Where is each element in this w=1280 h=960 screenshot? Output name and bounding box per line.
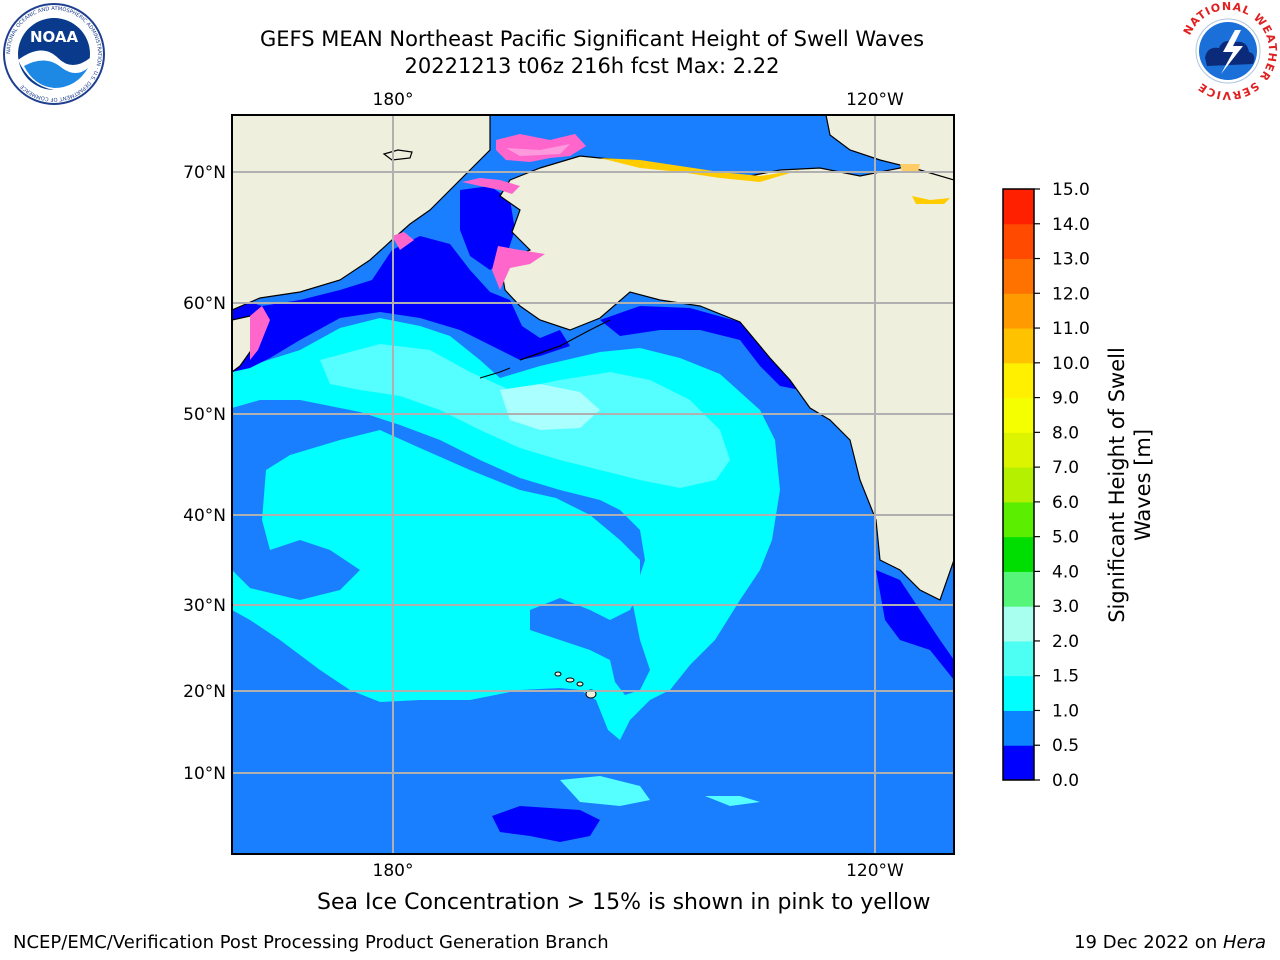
map-canvas [232, 115, 954, 854]
footer-credit: NCEP/EMC/Verification Post Processing Pr… [13, 932, 609, 953]
swell-band-pale-cyan [500, 384, 600, 430]
colorbar-bin [1003, 745, 1034, 781]
footer-date: 19 Dec 2022 on Hera [1074, 932, 1266, 953]
colorbar-bin [1003, 467, 1034, 503]
colorbar-bin [1003, 571, 1034, 607]
swell-patch-south-2 [705, 796, 760, 806]
sea-ice-overlay [250, 134, 950, 360]
colorbar-tick-label: 15.0 [1052, 180, 1090, 200]
lat-label-70n: 70°N [183, 163, 226, 183]
colorbar-tick-label: 6.0 [1052, 493, 1079, 513]
lon-label-top-120w: 120°W [846, 90, 904, 110]
map-frame [231, 114, 955, 855]
footer-date-text: 19 Dec 2022 on [1074, 932, 1223, 953]
colorbar-bin [1003, 536, 1034, 572]
colorbar-label-line2: Waves [m] [1131, 428, 1155, 542]
colorbar-tick-label: 3.0 [1052, 597, 1079, 617]
colorbar-tick-label: 11.0 [1052, 319, 1090, 339]
low-swell-baja [876, 570, 954, 680]
noaa-logo-text: NOAA [30, 28, 79, 46]
low-swell-tropics [492, 806, 600, 842]
sea-ice-note: Sea Ice Concentration > 15% is shown in … [317, 890, 931, 915]
land-canadian-arctic [825, 115, 954, 181]
colorbar-tick-label: 2.0 [1052, 632, 1079, 652]
graticule [232, 115, 954, 854]
chart-subtitle: 20221213 t06z 216h fcst Max: 2.22 [404, 54, 780, 78]
land-wrangel-island [382, 149, 413, 161]
land-asia [232, 115, 491, 311]
colorbar-tick-label: 7.0 [1052, 458, 1079, 478]
lat-label-30n: 30°N [183, 596, 226, 616]
nws-logo: NATIONAL WEATHER SERVICE [1179, 0, 1278, 102]
colorbar-tick-label: 1.0 [1052, 701, 1079, 721]
low-swell-gulf-alaska [600, 306, 800, 390]
land-alaska-peninsula [519, 319, 611, 361]
colorbar-bin [1003, 432, 1034, 468]
colorbar-bin [1003, 501, 1034, 538]
colorbar-bin [1003, 640, 1034, 677]
colorbar-bin [1003, 710, 1034, 746]
colorbar-bin [1003, 362, 1034, 399]
colorbar-tick-label: 4.0 [1052, 562, 1079, 582]
colorbar-tick-label: 0.0 [1052, 771, 1079, 791]
colorbar-tick-label: 5.0 [1052, 528, 1079, 548]
lon-label-top-180: 180° [373, 90, 414, 110]
colorbar-tick-label: 10.0 [1052, 354, 1090, 374]
colorbar-bin [1003, 606, 1034, 642]
land-aleutians [479, 367, 511, 379]
colorbar-frame [1002, 188, 1035, 781]
colorbar-tick-label: 1.5 [1052, 667, 1079, 687]
swell-patch-south-1 [560, 776, 650, 806]
lat-label-10n: 10°N [183, 764, 226, 784]
colorbar-bin [1003, 293, 1034, 329]
lat-label-40n: 40°N [183, 506, 226, 526]
colorbar-ticks: 15.0 14.0 13.0 12.0 11.0 10.0 9.0 8.0 7.0 6.0 5.0 4… [1034, 180, 1090, 791]
lat-label-50n: 50°N [183, 405, 226, 425]
colorbar-bin [1003, 397, 1034, 433]
colorbar [1003, 189, 1034, 781]
colorbar-bin [1003, 328, 1034, 364]
colorbar-tick-label: 8.0 [1052, 423, 1079, 443]
noaa-logo: NOAA NATIONAL OCEANIC AND ATMOSPHERIC AD… [3, 3, 105, 105]
colorbar-bin [1003, 258, 1034, 294]
colorbar-bin [1003, 223, 1034, 260]
colorbar-bin [1003, 675, 1034, 711]
land-north-america [499, 149, 954, 601]
colorbar-tick-label: 12.0 [1052, 284, 1090, 304]
lon-label-bottom-120w: 120°W [846, 861, 904, 881]
colorbar-tick-label: 9.0 [1052, 389, 1079, 409]
chart-title: GEFS MEAN Northeast Pacific Significant … [259, 27, 925, 51]
colorbar-label: Significant Height of Swell Waves [m] [1104, 347, 1156, 623]
colorbar-tick-label: 13.0 [1052, 250, 1090, 270]
colorbar-label-line1: Significant Height of Swell [1105, 347, 1129, 623]
colorbar-tick-label: 0.5 [1052, 736, 1079, 756]
colorbar-bin [1003, 189, 1034, 225]
lat-label-20n: 20°N [183, 682, 226, 702]
colorbar-tick-label: 14.0 [1052, 215, 1090, 235]
lon-label-bottom-180: 180° [373, 861, 414, 881]
footer-machine: Hera [1222, 932, 1266, 953]
lat-label-60n: 60°N [183, 294, 226, 314]
